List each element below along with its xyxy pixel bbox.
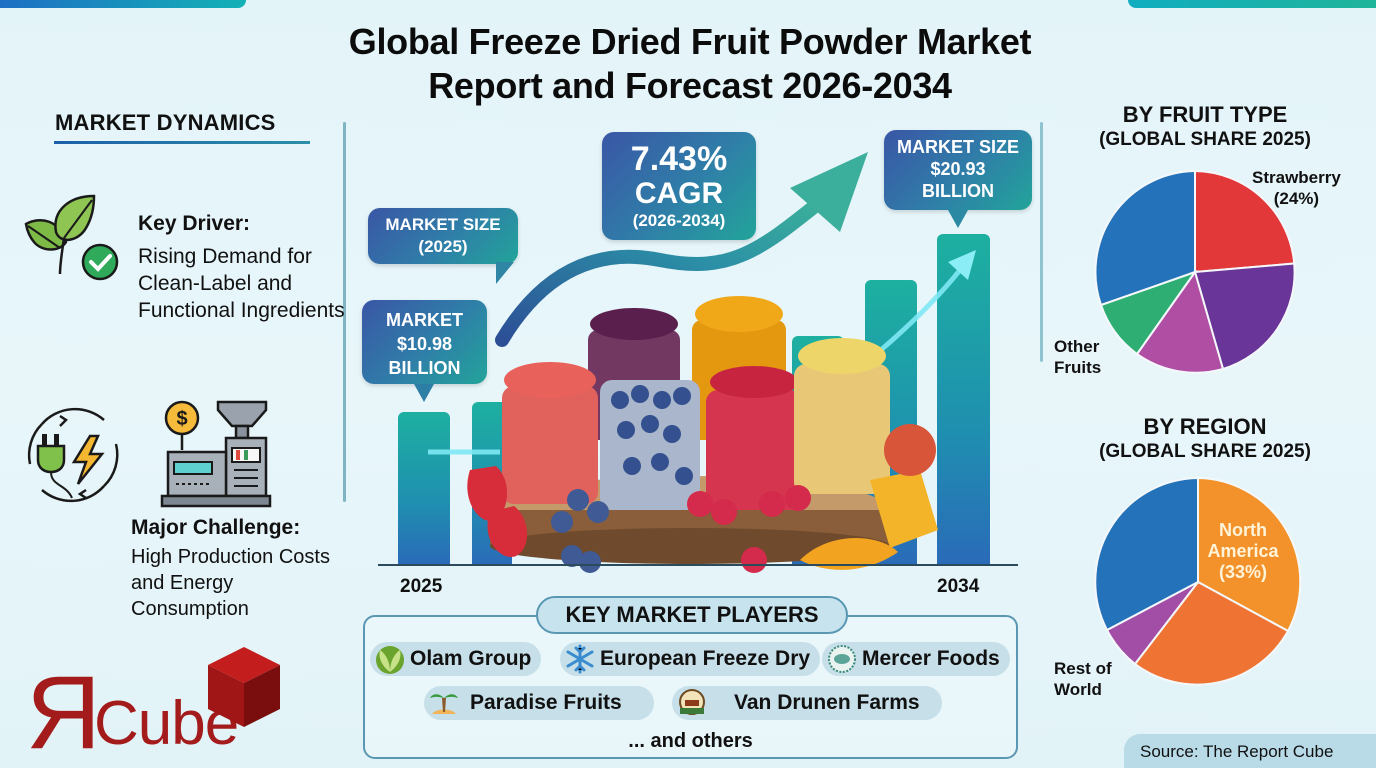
by-region-heading: BY REGION (GLOBAL SHARE 2025) [1060,414,1350,464]
player-paradise-fruits: Paradise Fruits [424,686,654,720]
north-america-label: North America (33%) [1198,520,1288,583]
major-challenge-text: High Production Costs and Energy Consump… [131,546,330,620]
by-fruit-type-title: BY FRUIT TYPE [1122,102,1288,127]
north-america-pct: (33%) [1218,562,1267,582]
player-name: Mercer Foods [862,647,1000,670]
cagr-period: (2026-2034) [632,211,726,230]
fruit-powder-jars-image [467,296,938,573]
fruit-type-pie-chart [1094,169,1296,374]
other-fruits-label: Other Fruits [1054,336,1101,378]
market-size-2034-callout: MARKET SIZE $20.93 BILLION [884,130,1032,228]
page-title: Global Freeze Dried Fruit Powder Market … [240,20,1140,108]
title-line-2: Report and Forecast 2026-2034 [428,65,952,106]
palm-tree-icon [430,694,458,714]
column-divider-left [343,122,346,502]
label-line: America [1207,541,1279,561]
cagr-label: CAGR [634,177,724,210]
callout-unit: BILLION [922,181,994,201]
year-end-label: 2034 [937,576,980,597]
farm-badge-icon [679,689,705,715]
report-cube-logo: R Cube [20,645,290,768]
energy-plug-icon [27,407,119,503]
bar-2025 [398,412,450,564]
player-name: Olam Group [410,647,532,670]
source-credit: Source: The Report Cube [1124,734,1376,768]
label-line: Fruits [1054,358,1102,377]
title-line-1: Global Freeze Dried Fruit Powder Market [348,21,1032,62]
strawberry-name: Strawberry [1252,168,1341,187]
by-fruit-type-heading: BY FRUIT TYPE (GLOBAL SHARE 2025) [1060,102,1350,152]
region-pie-chart [1094,476,1302,686]
strawberry-pct: (24%) [1273,189,1320,208]
market-size-2025-callout: MARKET SIZE (2025) [368,208,518,284]
cost-machine-icon: $ [160,400,272,508]
top-accent-strip-right [1128,0,1376,8]
column-divider-right [1040,122,1043,362]
market-value-2025: $10.98 [396,334,453,354]
major-challenge-heading: Major Challenge: [131,516,301,539]
player-name: Van Drunen Farms [734,691,920,714]
label-line: North [1219,520,1267,540]
player-name: European Freeze Dry [600,647,811,670]
cagr-value: 7.43% [630,140,728,178]
olam-leaf-icon [376,646,404,674]
player-name: Paradise Fruits [470,691,622,714]
key-driver-text: Rising Demand for Clean-Label and Functi… [138,245,345,322]
market-value-2025-callout: MARKET $10.98 BILLION [362,300,487,402]
rest-of-world-label: Rest of World [1054,658,1112,700]
by-region-subtitle: (GLOBAL SHARE 2025) [1099,441,1311,462]
player-mercer-foods: Mercer Foods [822,642,1010,676]
snowflake-icon [566,644,594,674]
growth-arrow-icon [495,152,868,347]
callout-line1: MARKET SIZE [896,137,1019,157]
callout-label: MARKET SIZE (2025) [385,215,501,256]
mercer-badge-icon [828,645,856,673]
strawberry-label: Strawberry (24%) [1252,167,1341,209]
year-start-label: 2025 [400,576,443,597]
cagr-callout: 7.43% CAGR (2026-2034) [602,132,756,240]
market-dynamics-heading: MARKET DYNAMICS [55,110,276,135]
by-fruit-type-subtitle: (GLOBAL SHARE 2025) [1099,129,1311,150]
label-line: Other [1054,337,1100,356]
label-line: World [1054,680,1102,699]
top-accent-strip-left [0,0,246,8]
leaf-check-icon [24,194,119,281]
key-driver-heading: Key Driver: [138,212,251,235]
callout-unit: BILLION [388,358,461,378]
key-market-players-title: KEY MARKET PLAYERS [536,596,848,634]
label-line: Rest of [1054,659,1112,678]
chart-baseline [378,564,1018,566]
player-olam-group: Olam Group [370,642,542,676]
player-european-freeze-dry: European Freeze Dry [560,642,821,676]
by-region-title: BY REGION [1143,414,1267,439]
players-others-text: ... and others [628,730,753,752]
market-value-2034: $20.93 [930,159,986,179]
player-van-drunen-farms: Van Drunen Farms [672,686,942,720]
svg-text:$: $ [176,408,187,430]
logo-mirrored-r: R [26,655,102,768]
cube-icon [208,647,280,727]
callout-line1: MARKET [386,310,463,330]
heading-underline [54,141,310,144]
